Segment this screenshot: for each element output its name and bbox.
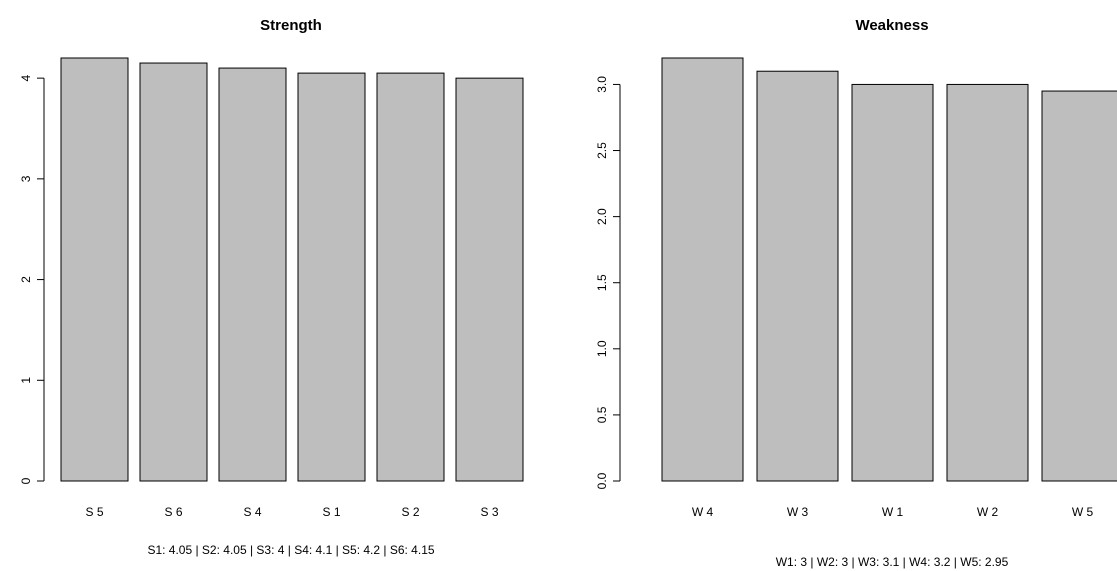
y-tick-label: 1 <box>19 377 33 384</box>
bars <box>661 57 1117 482</box>
x-tick-label: S 2 <box>401 505 419 519</box>
y-tick-label: 2.5 <box>595 142 609 159</box>
strength-chart: Strength 0 1 2 3 4 S 5 S 6 S 4 S 1 S 2 S 3 S1: 4.… <box>19 17 524 557</box>
bar-s3 <box>455 77 524 482</box>
bar-s6 <box>139 62 208 482</box>
bar-s2 <box>376 72 445 482</box>
x-tick-label: S 6 <box>164 505 182 519</box>
x-tick-label: S 5 <box>85 505 103 519</box>
y-tick-label: 0.5 <box>595 406 609 423</box>
weakness-chart: Weakness 0.0 0.5 1.0 1.5 2.0 2.5 3.0 W 4 W 3 W 1… <box>595 17 1117 569</box>
x-tick-label: W 4 <box>692 505 714 519</box>
y-tick-label: 4 <box>19 74 33 81</box>
y-tick-label: 0.0 <box>595 472 609 489</box>
bars <box>60 57 524 482</box>
chart-title: Strength <box>260 17 322 34</box>
y-axis: 0 1 2 3 4 <box>19 74 45 484</box>
y-tick-label: 3.0 <box>595 76 609 93</box>
x-tick-label: W 2 <box>977 505 999 519</box>
x-tick-label: S 3 <box>480 505 498 519</box>
y-tick-label: 2.0 <box>595 208 609 225</box>
x-tick-label: W 5 <box>1072 505 1094 519</box>
y-tick-label: 2 <box>19 276 33 283</box>
bar-w4 <box>661 57 744 482</box>
bar-w3 <box>756 70 839 482</box>
y-tick-label: 1.5 <box>595 274 609 291</box>
bar-w1 <box>851 83 934 482</box>
value-caption: W1: 3 | W2: 3 | W3: 3.1 | W4: 3.2 | W5: … <box>776 555 1009 569</box>
bar-w5 <box>1041 90 1117 482</box>
x-tick-label: W 1 <box>882 505 904 519</box>
bar-s5 <box>60 57 129 482</box>
bar-s1 <box>297 72 366 482</box>
chart-title: Weakness <box>855 17 928 34</box>
x-tick-label: W 3 <box>787 505 809 519</box>
value-caption: S1: 4.05 | S2: 4.05 | S3: 4 | S4: 4.1 | … <box>147 543 434 557</box>
x-tick-label: S 1 <box>322 505 340 519</box>
y-tick-label: 1.0 <box>595 340 609 357</box>
y-tick-label: 0 <box>19 477 33 484</box>
bar-w2 <box>946 83 1029 482</box>
y-tick-label: 3 <box>19 175 33 182</box>
y-axis: 0.0 0.5 1.0 1.5 2.0 2.5 3.0 <box>595 76 621 489</box>
x-tick-label: S 4 <box>243 505 261 519</box>
x-axis-labels: S 5 S 6 S 4 S 1 S 2 S 3 <box>85 505 498 519</box>
x-axis-labels: W 4 W 3 W 1 W 2 W 5 <box>692 505 1094 519</box>
bar-s4 <box>218 67 287 482</box>
